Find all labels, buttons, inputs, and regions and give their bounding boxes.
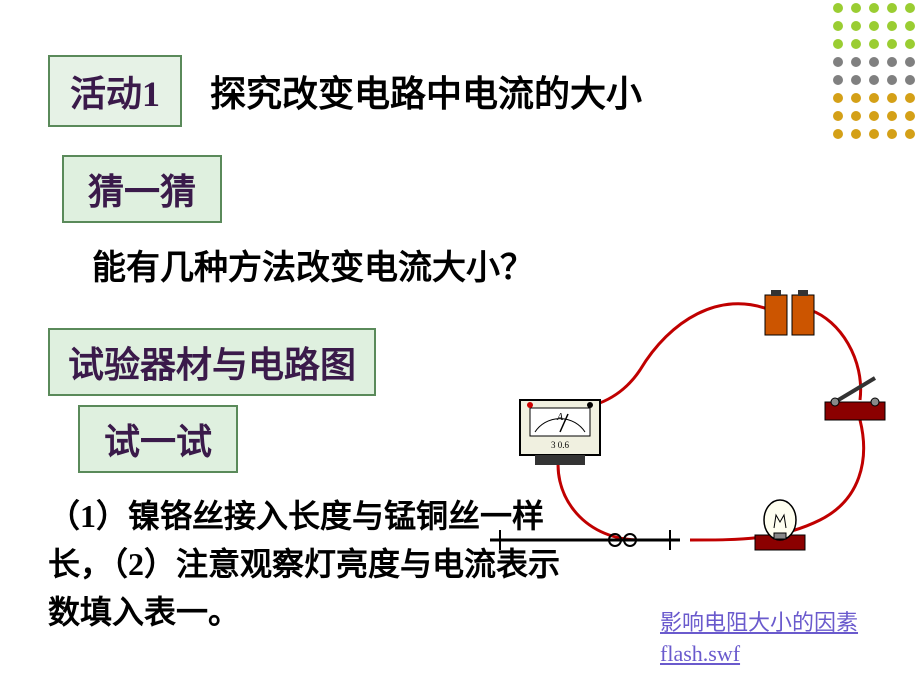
bulb-icon <box>755 500 805 550</box>
switch-icon <box>825 378 885 420</box>
battery-icon <box>765 290 814 335</box>
corner-dot-pattern <box>830 0 920 150</box>
activity-title: 探究改变电路中电流的大小 <box>210 65 642 117</box>
circuit-diagram: A 3 0.6 <box>460 290 890 570</box>
activity-header: 活动1 探究改变电路中电流的大小 <box>48 55 642 127</box>
activity-label: 活动1 <box>48 55 182 127</box>
equipment-label: 试验器材与电路图 <box>48 328 376 396</box>
resistor-icon <box>490 530 680 550</box>
question-text: 能有几种方法改变电流大小？ <box>92 240 534 289</box>
svg-text:A: A <box>556 412 564 423</box>
ammeter-icon: A 3 0.6 <box>520 400 600 465</box>
flash-link[interactable]: 影响电阻大小的因素 flash.swf <box>660 608 860 670</box>
try-label: 试一试 <box>78 405 238 473</box>
svg-text:3 0.6: 3 0.6 <box>551 440 570 450</box>
guess-label: 猜一猜 <box>62 155 222 223</box>
